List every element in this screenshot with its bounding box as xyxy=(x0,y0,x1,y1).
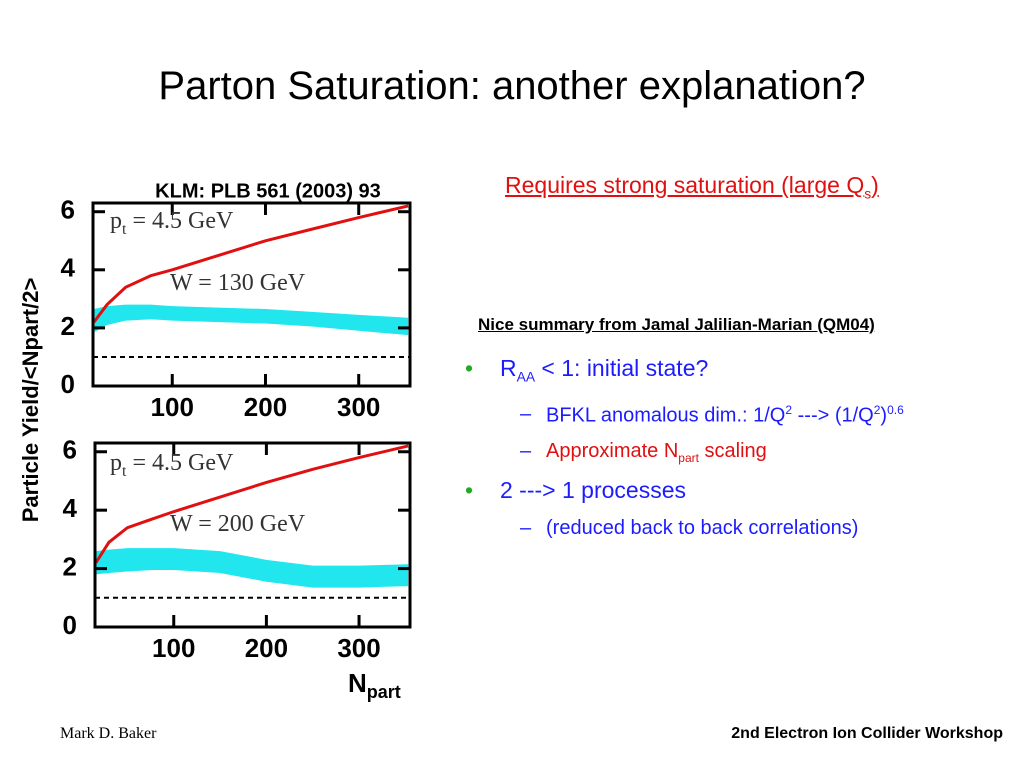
annotation-main: p xyxy=(110,208,122,234)
annotation: pt = 4.5 GeV xyxy=(110,450,234,480)
bullet-item: (reduced back to back correlations) xyxy=(520,517,859,540)
text-run: Requires strong saturation (large Q xyxy=(505,172,865,198)
text-run: 2 ---> 1 processes xyxy=(500,477,686,503)
bullet-item: RAA < 1: initial state? xyxy=(465,355,709,385)
text-run: < 1: initial state? xyxy=(535,355,709,381)
x-tick-label: 200 xyxy=(245,633,288,663)
y-tick-label: 2 xyxy=(61,311,75,341)
text-run: 0.6 xyxy=(887,403,904,417)
annotation-rest: = 4.5 GeV xyxy=(126,450,234,476)
figure-caption: KLM: PLB 561 (2003) 93 xyxy=(155,180,381,202)
text-run: part xyxy=(678,451,699,465)
x-tick-label: 300 xyxy=(337,633,380,663)
y-axis-label: Particle Yield/<Npart/2> xyxy=(18,278,43,523)
footer-author: Mark D. Baker xyxy=(60,725,157,742)
text-run: 2 xyxy=(873,403,881,417)
text-run: scaling xyxy=(698,440,767,462)
y-tick-label: 2 xyxy=(63,551,77,581)
x-axis-label: Npart xyxy=(348,668,401,702)
annotation-sub: t xyxy=(122,221,127,238)
band xyxy=(93,304,409,336)
text-run: ) xyxy=(871,172,879,198)
bullet-item: Approximate Npart scaling xyxy=(520,440,767,465)
x-tick-label: 200 xyxy=(244,392,287,422)
slide-title: Parton Saturation: another explanation? xyxy=(158,64,866,108)
annotation: W = 200 GeV xyxy=(170,511,306,537)
band xyxy=(95,548,409,588)
y-tick-label: 0 xyxy=(61,369,75,399)
annotation-sub: t xyxy=(122,463,127,480)
plot-frame xyxy=(93,441,412,629)
text-run: (reduced back to back correlations) xyxy=(546,517,859,539)
annotation-rest: = 4.5 GeV xyxy=(126,208,234,234)
curve xyxy=(94,444,409,564)
text-run: AA xyxy=(516,369,536,385)
x-tick-label: 100 xyxy=(151,392,194,422)
text-run: s xyxy=(864,186,872,202)
x-tick-label: 300 xyxy=(337,392,380,422)
annotation-main: p xyxy=(110,450,122,476)
text-run: ---> (1/Q xyxy=(792,404,874,427)
footer-event: 2nd Electron Ion Collider Workshop xyxy=(731,725,1003,742)
text-run: 2 xyxy=(785,403,793,417)
annotation: pt = 4.5 GeV xyxy=(110,208,234,238)
summary-heading: Nice summary from Jamal Jalilian-Marian … xyxy=(478,315,875,334)
y-tick-label: 6 xyxy=(61,195,75,225)
plot-frame xyxy=(91,201,412,388)
saturation-note: Requires strong saturation (large Qs) xyxy=(505,172,879,202)
text-run: ) xyxy=(880,404,888,427)
curve xyxy=(92,204,409,323)
x-tick-label: 100 xyxy=(152,633,195,663)
y-tick-label: 0 xyxy=(63,610,77,640)
y-tick-label: 4 xyxy=(63,493,78,523)
x-label-sub: part xyxy=(367,682,401,702)
annotation: W = 130 GeV xyxy=(170,270,306,296)
bullet-item: BFKL anomalous dim.: 1/Q2 ---> (1/Q2)0.6 xyxy=(520,403,904,428)
bullet-item: 2 ---> 1 processes xyxy=(465,477,686,504)
text-run: BFKL anomalous dim.: 1/Q xyxy=(546,404,786,427)
text-run: Approximate N xyxy=(546,440,679,462)
y-tick-label: 6 xyxy=(63,435,77,465)
x-label-main: N xyxy=(348,668,367,698)
text-run: R xyxy=(500,355,517,381)
y-tick-label: 4 xyxy=(61,253,76,283)
